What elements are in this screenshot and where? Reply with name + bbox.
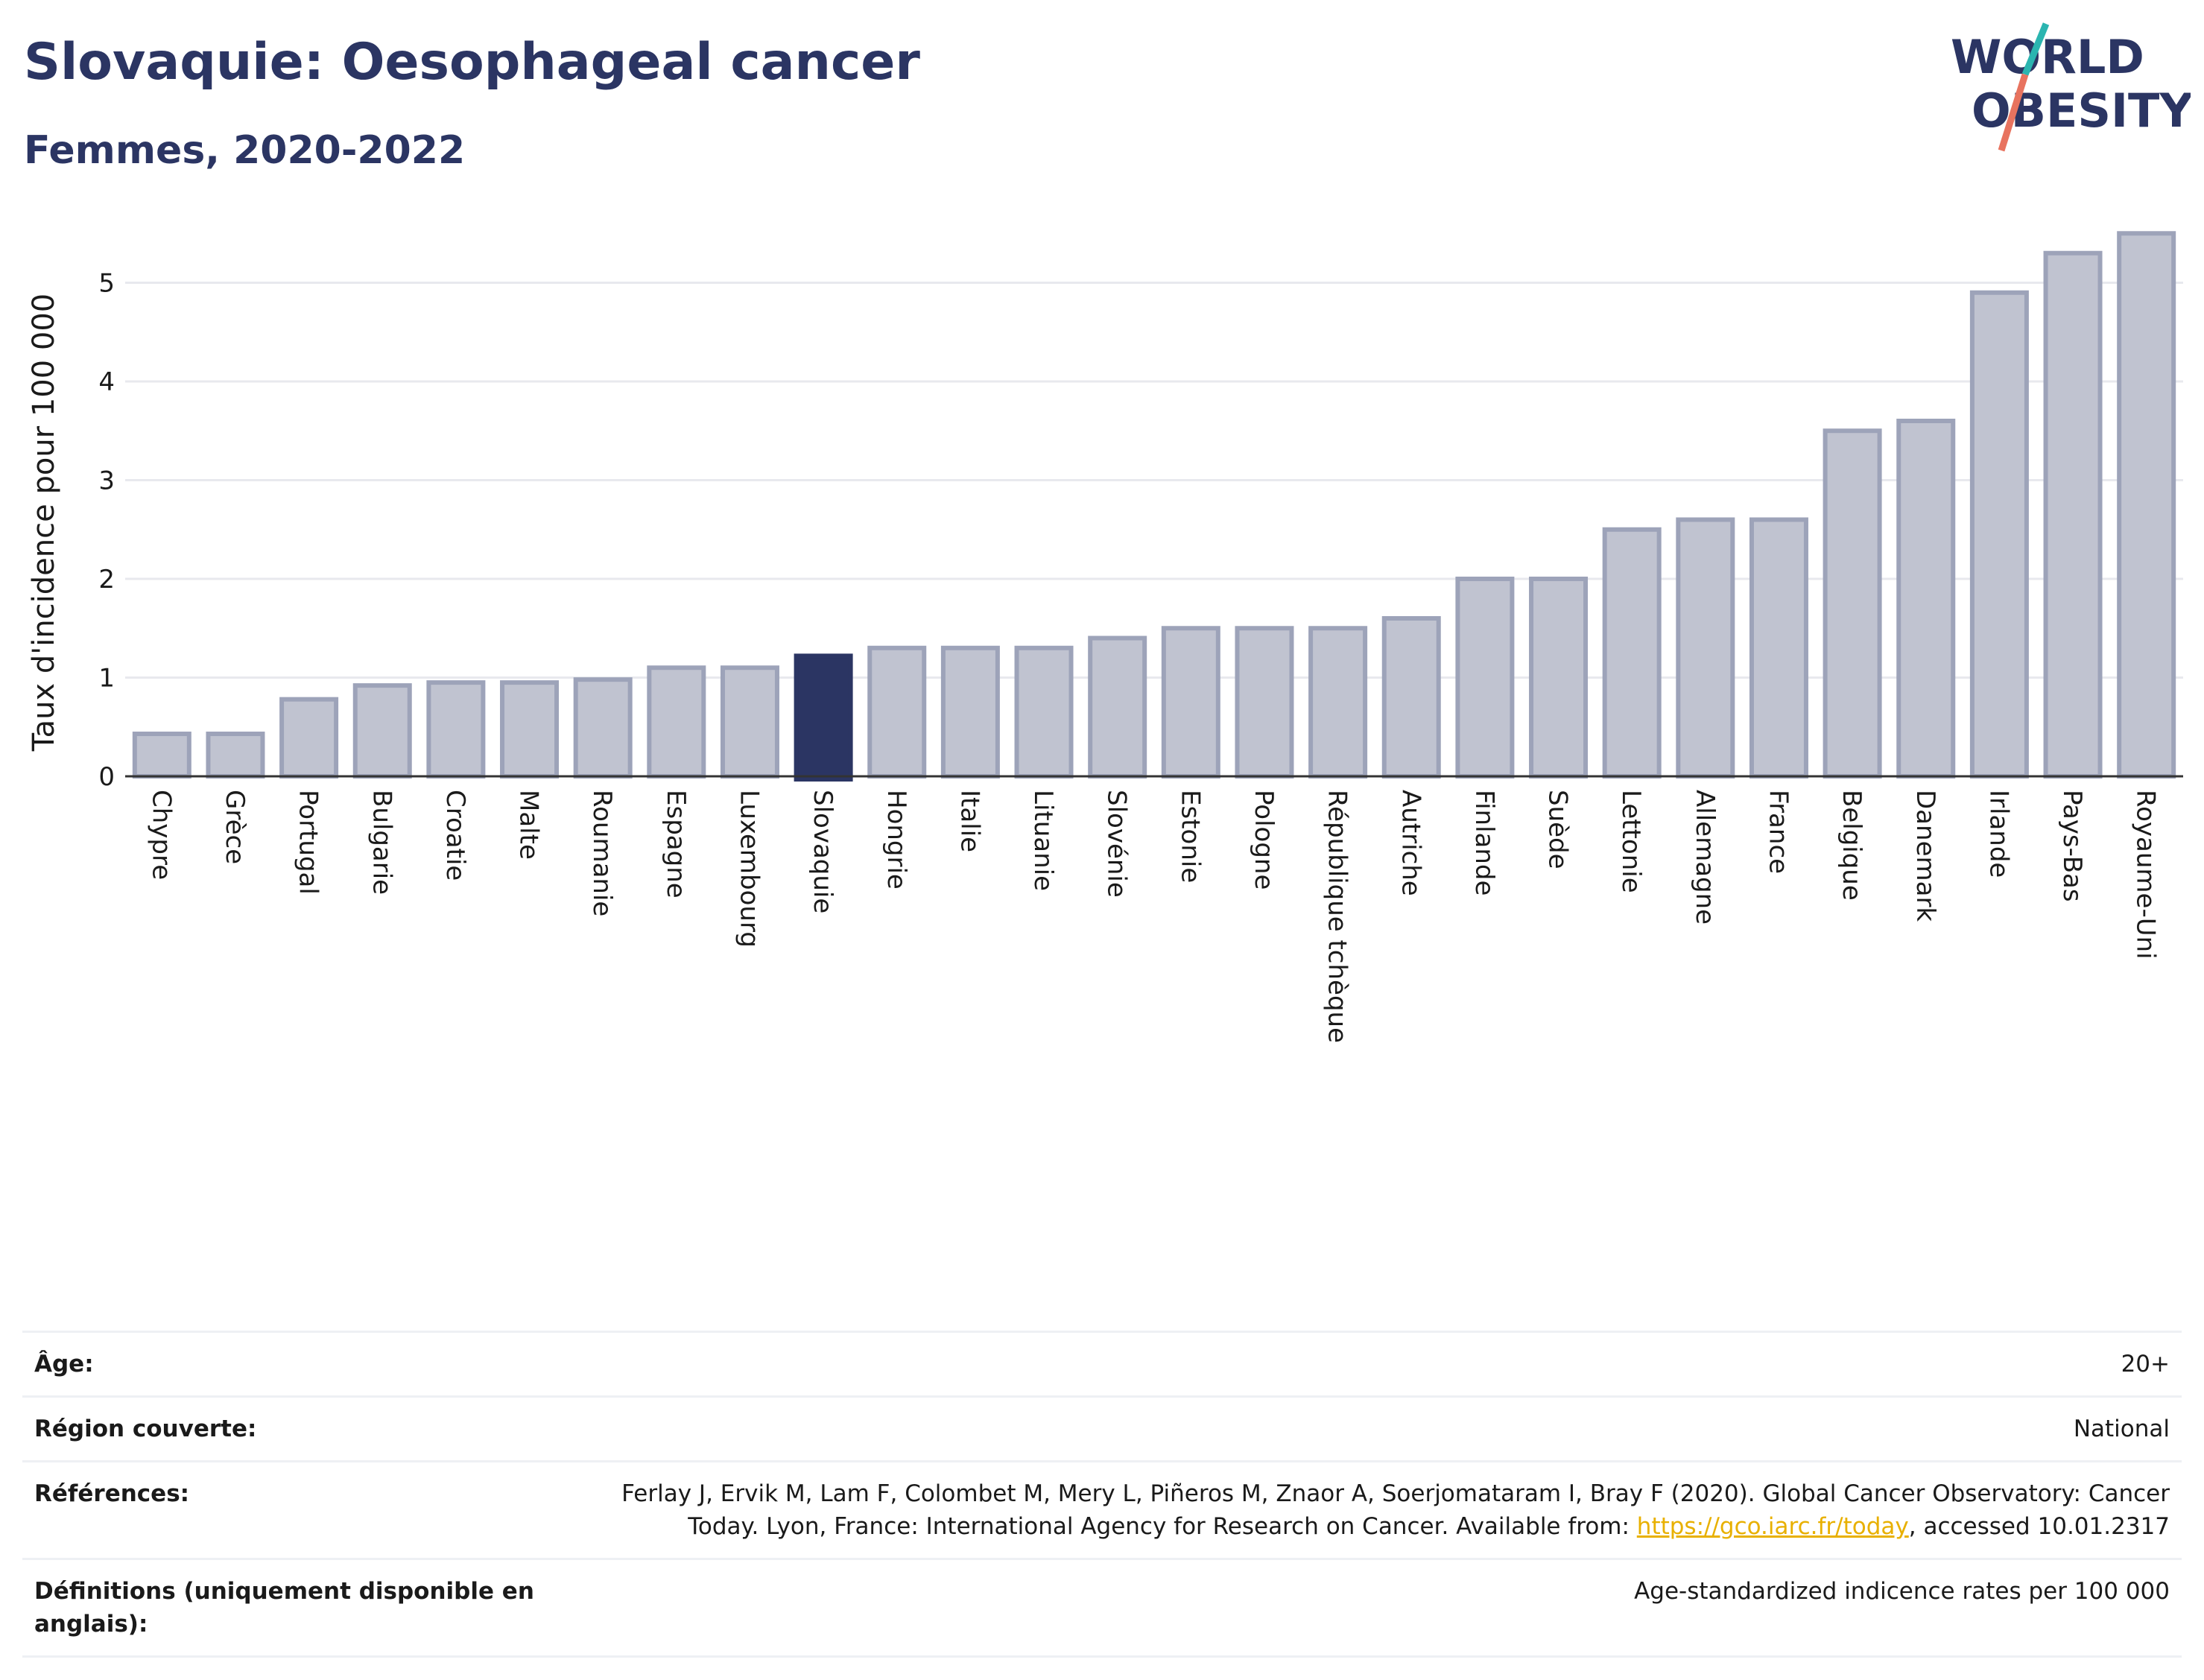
x-tick-label: Malte — [514, 790, 544, 860]
x-tick-label: Bulgarie — [367, 790, 396, 895]
page-title: Slovaquie: Oesophageal cancer — [24, 33, 920, 92]
x-tick-label: République tchèque — [1323, 790, 1352, 1043]
x-tick-label: Danemark — [1910, 790, 1940, 922]
x-tick-label: Italie — [954, 790, 984, 852]
meta-row-age: Âge: 20+ — [22, 1331, 2182, 1395]
x-tick-label: Autriche — [1396, 790, 1425, 896]
bars — [132, 231, 2176, 782]
age-value: 20+ — [2121, 1351, 2170, 1378]
bar-royaume-uni[interactable] — [2117, 231, 2176, 779]
x-tick-label: Lettonie — [1616, 790, 1646, 893]
bar-pologne[interactable] — [1235, 626, 1294, 779]
y-tick-label: 3 — [98, 466, 115, 496]
bar-lituanie[interactable] — [1014, 645, 1074, 779]
x-tick-label: Pologne — [1249, 790, 1279, 890]
world-obesity-logo: WORLD OBESITY — [1951, 22, 2191, 152]
bar-chypre[interactable] — [132, 732, 191, 779]
bar-slovaquie[interactable] — [794, 653, 853, 782]
x-tick-label: Hongrie — [881, 790, 911, 890]
x-tick-label: Lituanie — [1028, 790, 1058, 891]
references-link[interactable]: https://gco.iarc.fr/today — [1636, 1513, 1909, 1540]
bar-croatie[interactable] — [426, 680, 486, 779]
definitions-value: Age-standardized indicence rates per 100… — [1634, 1578, 2170, 1605]
bar-france[interactable] — [1749, 517, 1808, 779]
meta-row-definitions: Définitions (uniquement disponible en an… — [22, 1558, 2182, 1658]
bar-luxembourg[interactable] — [720, 665, 779, 779]
y-axis-label: Taux d'incidence pour 100 000 — [27, 294, 61, 752]
y-tick-label: 2 — [98, 565, 115, 595]
region-label: Région couverte: — [34, 1416, 257, 1442]
y-tick-label: 4 — [98, 367, 115, 397]
x-tick-label: Allemagne — [1690, 790, 1720, 925]
x-tick-label: Suède — [1543, 790, 1573, 869]
bar-hongrie[interactable] — [867, 645, 927, 779]
references-value: Ferlay J, Ervik M, Lam F, Colombet M, Me… — [590, 1477, 2170, 1543]
region-value: National — [2073, 1416, 2170, 1442]
bar-portugal[interactable] — [279, 697, 339, 779]
y-tick-label: 0 — [98, 762, 115, 792]
meta-row-references: Références: Ferlay J, Ervik M, Lam F, Co… — [22, 1460, 2182, 1558]
references-suffix: , accessed 10.01.2317 — [1908, 1513, 2170, 1540]
bar-chart: 0 1 2 3 4 5 Chypre Grèce Portugal Bulgarie Croati… — [27, 231, 2183, 1043]
bar-roumanie[interactable] — [573, 677, 633, 779]
bar-belgique[interactable] — [1823, 428, 1882, 779]
bar-estonie[interactable] — [1161, 626, 1220, 779]
bar-bulgarie[interactable] — [352, 683, 412, 779]
definitions-label: Définitions (uniquement disponible en an… — [34, 1578, 534, 1638]
x-tick-label: Espagne — [661, 790, 691, 898]
bar-allemagne[interactable] — [1676, 517, 1735, 779]
bar-italie[interactable] — [940, 645, 1000, 779]
references-label: Références: — [34, 1480, 190, 1507]
x-tick-label: Royaume-Uni — [2131, 790, 2161, 960]
x-tick-label: Croatie — [440, 790, 470, 881]
x-tick-label: Luxembourg — [734, 790, 764, 948]
page-subtitle: Femmes, 2020-2022 — [24, 128, 466, 173]
logo-slash-coral — [1998, 73, 2029, 152]
x-tick-label: Pays-Bas — [2057, 790, 2087, 902]
bar-irlande[interactable] — [1969, 290, 2029, 779]
bar-espagne[interactable] — [647, 665, 706, 779]
y-tick-labels: 0 1 2 3 4 5 — [98, 269, 115, 793]
metadata-table: Âge: 20+ Région couverte: National Référ… — [22, 1331, 2182, 1658]
bar-autriche[interactable] — [1381, 616, 1441, 779]
x-tick-label: Chypre — [146, 790, 176, 880]
logo-slash-teal — [2021, 22, 2050, 76]
bar-pays-bas[interactable] — [2043, 250, 2103, 779]
y-tick-label: 1 — [98, 664, 115, 694]
age-label: Âge: — [34, 1351, 94, 1378]
bar-r-publique-tch-que[interactable] — [1308, 626, 1368, 779]
bar-danemark[interactable] — [1896, 419, 1956, 779]
references-text: Ferlay J, Ervik M, Lam F, Colombet M, Me… — [621, 1480, 2170, 1540]
meta-row-region: Région couverte: National — [22, 1395, 2182, 1460]
x-tick-label: Irlande — [1983, 790, 2013, 878]
bar-lettonie[interactable] — [1602, 527, 1662, 779]
x-tick-label: Belgique — [1837, 790, 1866, 901]
x-tick-label: Finlande — [1469, 790, 1499, 896]
bar-slov-nie[interactable] — [1088, 635, 1147, 779]
y-tick-label: 5 — [98, 269, 115, 299]
bar-malte[interactable] — [500, 680, 560, 779]
x-tick-label: Grèce — [220, 790, 250, 864]
x-tick-label: Portugal — [294, 790, 323, 895]
x-tick-label: Slovaquie — [808, 790, 837, 913]
logo-line1: WORLD — [1951, 30, 2144, 84]
x-tick-label: France — [1763, 790, 1793, 874]
bar-su-de[interactable] — [1529, 577, 1589, 779]
x-tick-label: Roumanie — [587, 790, 617, 916]
x-tick-label: Estonie — [1175, 790, 1205, 883]
x-tick-label: Slovénie — [1102, 790, 1132, 898]
bar-gr-ce[interactable] — [206, 732, 265, 779]
bar-finlande[interactable] — [1455, 577, 1515, 779]
x-tick-labels: Chypre Grèce Portugal Bulgarie Croatie Malte R… — [146, 790, 2160, 1043]
